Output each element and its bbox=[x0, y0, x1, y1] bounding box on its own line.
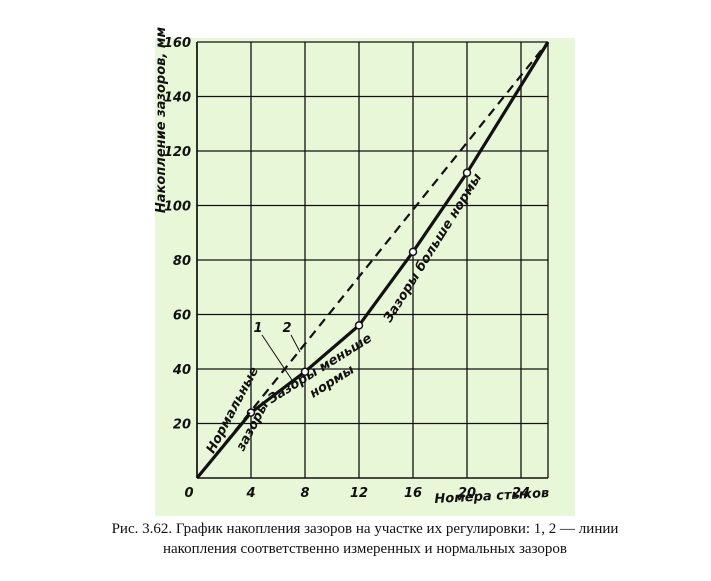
point-marker bbox=[408, 247, 418, 257]
y-tick-label: 80 bbox=[173, 254, 191, 269]
y-tick-label: 100 bbox=[164, 200, 191, 215]
x-tick-label: 4 bbox=[245, 486, 255, 501]
legend-label: 1 bbox=[253, 321, 262, 336]
y-tick-label: 60 bbox=[173, 309, 191, 324]
y-tick-label: 40 bbox=[172, 363, 191, 378]
x-tick-label: 16 bbox=[404, 486, 422, 501]
caption: Рис. 3.62. График накопления зазоров на … bbox=[112, 521, 619, 537]
legend-label: 2 bbox=[282, 321, 291, 336]
y-tick-label: 160 bbox=[164, 36, 191, 51]
x-tick-label: 0 bbox=[184, 486, 193, 501]
point-marker bbox=[354, 321, 364, 330]
y-tick-label: 20 bbox=[173, 418, 191, 433]
point-marker bbox=[300, 367, 310, 376]
leader-line bbox=[261, 334, 293, 381]
point-marker bbox=[462, 168, 472, 178]
plot-background bbox=[155, 38, 575, 516]
y-tick-label: 120 bbox=[164, 145, 191, 160]
series-line bbox=[196, 41, 549, 479]
x-tick-label: 12 bbox=[350, 486, 368, 501]
caption: накопления соответственно измеренных и н… bbox=[163, 541, 567, 557]
x-tick-label: 20 bbox=[458, 486, 476, 501]
x-tick-label: 24 bbox=[512, 486, 530, 501]
y-axis-title: Накопление зазоров, мм bbox=[154, 27, 169, 214]
leader-line bbox=[290, 334, 301, 353]
y-tick-label: 140 bbox=[164, 91, 191, 106]
x-axis-title: Номера стыков bbox=[434, 486, 549, 507]
x-tick-label: 8 bbox=[300, 486, 309, 501]
